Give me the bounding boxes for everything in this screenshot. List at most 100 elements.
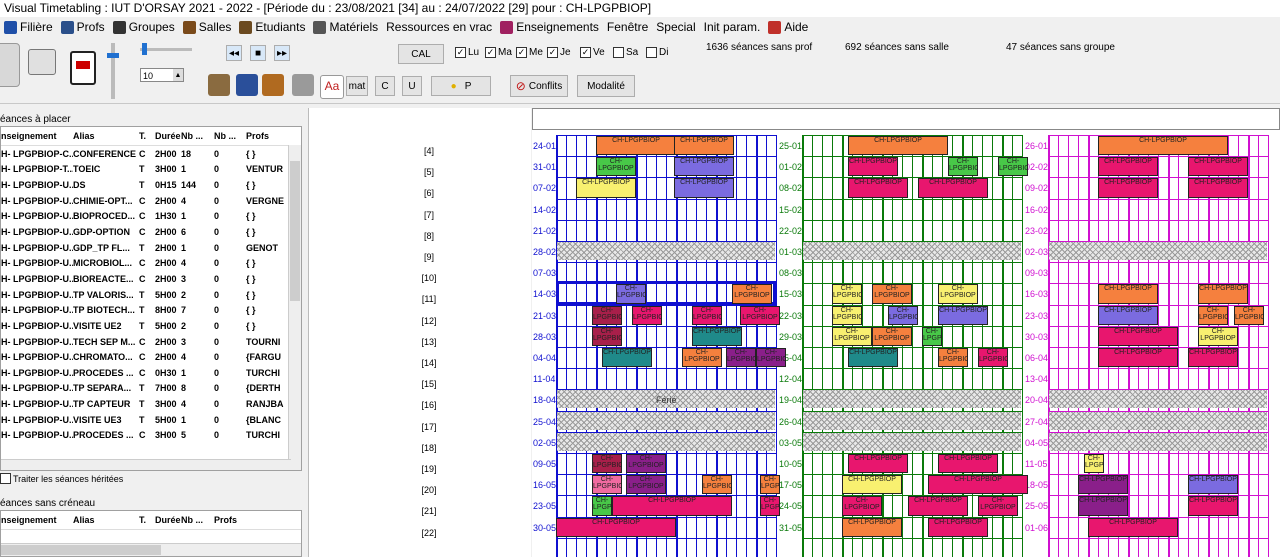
table-row[interactable]: H- LPGPBIOP-U... TP VALORIS... T 5H00 2 0 { } [1,287,301,303]
table-row[interactable]: H- LPGPBIOP-U... VISITE UE3 T 5H00 1 0 {BLANC [1,412,301,428]
course-block[interactable]: CH-LPGPBIOP [1084,454,1104,474]
menu-5[interactable]: Matériels [309,17,382,37]
course-block[interactable]: CH-LPGPBIOP [592,326,622,346]
course-block[interactable]: CH-LPGPBIOP [848,157,898,177]
menu-2[interactable]: Groupes [109,17,179,37]
table-row[interactable]: H- LPGPBIOP-U... BIOPROCED... C 1H30 1 0 { } [1,209,301,225]
course-block[interactable]: CH-LPGPBIOP [1098,284,1158,304]
checkbox[interactable]: ✓ [547,47,558,58]
day-checkbox-ve[interactable]: ✓ Ve [580,47,605,58]
table-row[interactable]: H- LPGPBIOP-U... GDP-OPTION C 2H00 6 0 { } [1,224,301,240]
course-block[interactable]: CH-LPGPBIOP [948,157,978,177]
col-header[interactable]: Nb ... [181,515,203,525]
col-header[interactable]: Durée [155,131,181,141]
course-block[interactable]: CH-LPGPBIOP [1188,475,1238,495]
course-block[interactable]: CH-LPGPBIOP [938,305,988,325]
menu-9[interactable]: Special [652,17,699,37]
menu-8[interactable]: Fenêtre [603,17,652,37]
table-row[interactable]: H- LPGPBIOP-T... TOEIC T 3H00 1 0 VENTUR [1,162,301,178]
menu-0[interactable]: Filière [0,17,57,37]
course-block[interactable]: CH-LPGPBIOP [928,475,1028,495]
course-block[interactable]: CH-LPGPBIOP [674,178,734,198]
col-header[interactable]: Durée [155,515,181,525]
font-icon[interactable]: Aa [320,75,344,99]
menu-7[interactable]: Enseignements [496,17,603,37]
course-block[interactable]: CH-LPGPBIOP [1098,326,1178,346]
course-block[interactable]: CH-LPGPBIOP [596,157,636,177]
course-block[interactable]: CH-LPGPBIOP [938,348,968,368]
course-block[interactable]: CH-LPGPBIOP [556,517,676,537]
course-block[interactable]: CH-LPGPBIOP [832,326,872,346]
table-row[interactable]: H- LPGPBIOP-U... CHIMIE-OPT... C 2H00 4 0 VERG… [1,193,301,209]
table-row[interactable]: H- LPGPBIOP-U... TP SEPARA... T 7H00 8 0 {DERT… [1,381,301,397]
conflits-button[interactable]: ⊘ Conflits [510,75,568,97]
col-header[interactable]: Nb ... [181,131,203,141]
course-block[interactable]: CH-LPGPBIOP [626,475,666,495]
course-block[interactable]: CH-LPGPBIOP [1098,178,1158,198]
course-block[interactable]: CH-LPGPBIOP [938,454,998,474]
course-block[interactable]: CH-LPGPBIOP [842,517,902,537]
course-block[interactable]: CH-LPGPBIOP [918,178,988,198]
course-block[interactable]: CH-LPGPBIOP [978,348,1008,368]
menu-6[interactable]: Ressources en vrac [382,17,496,37]
day-checkbox-lu[interactable]: ✓ Lu [455,47,479,58]
course-block[interactable]: CH-LPGPBIOP [726,348,756,368]
course-block[interactable]: CH-LPGPBIOP [740,305,780,325]
course-block[interactable]: CH-LPGPBIOP [682,348,722,368]
checkbox[interactable]: ✓ [580,47,591,58]
course-block[interactable]: CH-LPGPBIOP [1234,305,1264,325]
course-block[interactable]: CH-LPGPBIOP [692,326,742,346]
refresh-icon[interactable] [0,43,20,87]
col-header[interactable]: Profs [214,515,238,525]
course-block[interactable]: CH-LPGPBIOP [632,305,662,325]
heritees-checkbox[interactable] [0,473,11,484]
course-block[interactable]: CH-LPGPBIOP [842,496,882,516]
course-block[interactable]: CH-LPGPBIOP [848,136,948,156]
c-button[interactable]: C [375,76,395,96]
course-block[interactable]: CH-LPGPBIOP [592,475,622,495]
table-row[interactable]: H- LPGPBIOP-U... TECH SEP M... C 2H00 3 0 TOUR… [1,334,301,350]
course-block[interactable]: CH-LPGPBIOP [832,305,862,325]
zoom-input[interactable]: 10 ▲ [140,68,184,82]
course-block[interactable]: CH-LPGPBIOP [908,496,968,516]
course-block[interactable]: CH-LPGPBIOP [872,284,912,304]
course-block[interactable]: CH-LPGPBIOP [1098,348,1178,368]
course-block[interactable]: CH-LPGPBIOP [1188,496,1238,516]
course-block[interactable]: CH-LPGPBIOP [928,517,988,537]
table-row[interactable]: H- LPGPBIOP-U... PROCEDES ... C 0H30 1 0 TURCH… [1,365,301,381]
checkbox[interactable]: ✓ [455,47,466,58]
exit-icon[interactable] [70,51,96,85]
course-block[interactable]: CH-LPGPBIOP [1078,496,1128,516]
vertical-slider[interactable] [107,43,119,99]
course-block[interactable]: CH-LPGPBIOP [592,454,622,474]
course-block[interactable]: CH-LPGPBIOP [848,178,908,198]
mat-button[interactable]: mat [346,76,368,96]
horizontal-slider[interactable] [140,43,192,55]
teacher-icon[interactable] [236,74,258,96]
course-block[interactable]: CH-LPGPBIOP [872,326,912,346]
checkbox[interactable]: ✓ [485,47,496,58]
course-block[interactable]: CH-LPGPBIOP [832,284,862,304]
col-header[interactable]: Alias [73,515,95,525]
menu-3[interactable]: Salles [179,17,236,37]
table-row[interactable]: H- LPGPBIOP-U... TP CAPTEUR T 3H00 4 0 RANJBA [1,396,301,412]
course-block[interactable]: CH-LPGPBIOP [938,284,978,304]
course-block[interactable]: CH-LPGPBIOP [1188,348,1238,368]
course-block[interactable]: CH-LPGPBIOP [602,348,652,368]
teachers-icon[interactable] [208,74,230,96]
rooms-icon[interactable] [262,74,284,96]
table-row[interactable]: H- LPGPBIOP-U... VISITE UE2 T 5H00 2 0 { } [1,318,301,334]
cal-button[interactable]: CAL [398,44,444,64]
col-header[interactable]: Profs [246,131,270,141]
day-checkbox-je[interactable]: ✓ Je [547,47,571,58]
p-button[interactable]: ● P [431,76,491,96]
selected-week-highlight[interactable] [556,281,776,306]
course-block[interactable]: CH-LPGPBIOP [998,157,1028,177]
menu-11[interactable]: Aide [764,17,812,37]
day-checkbox-me[interactable]: ✓ Me [516,47,543,58]
course-block[interactable]: CH-LPGPBIOP [978,496,1018,516]
course-block[interactable]: CH-LPGPBIOP [1098,136,1228,156]
course-block[interactable]: CH-LPGPBIOP [1078,475,1128,495]
course-block[interactable]: CH-LPGPBIOP [576,178,636,198]
course-block[interactable]: CH-LPGPBIOP [596,136,676,156]
